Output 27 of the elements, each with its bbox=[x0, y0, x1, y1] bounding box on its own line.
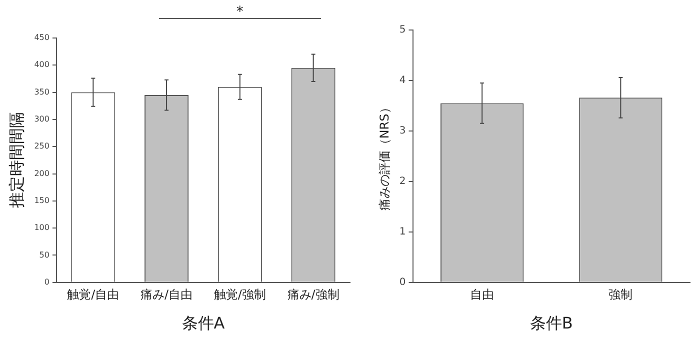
text: * bbox=[235, 4, 244, 20]
y-tick-label: 350 bbox=[34, 87, 50, 96]
x-tick-label: 自由 bbox=[470, 288, 494, 302]
y-tick-label: 450 bbox=[34, 33, 50, 42]
x-tick-label: 触覚/強制 bbox=[214, 288, 266, 302]
x-tick-label: 痛み/自由 bbox=[140, 288, 193, 302]
y-tick-label: 300 bbox=[34, 114, 50, 124]
x-axis-title: 条件B bbox=[530, 314, 573, 333]
y-tick-label: 3 bbox=[399, 126, 406, 137]
y-axis-title: 推定時間間隔 bbox=[6, 112, 26, 208]
y-tick-label: 1 bbox=[399, 226, 406, 238]
x-axis-title: 条件A bbox=[182, 314, 225, 333]
y-tick-label: 200 bbox=[34, 168, 50, 178]
y-tick-label: 50 bbox=[39, 250, 50, 260]
y-tick-label: 400 bbox=[34, 60, 50, 70]
y-tick-label: 5 bbox=[399, 24, 406, 36]
y-tick-label: 250 bbox=[34, 142, 50, 151]
y-tick-label: 2 bbox=[399, 176, 406, 188]
y-tick-label: 150 bbox=[34, 196, 50, 206]
y-tick-label: 0 bbox=[44, 277, 50, 286]
y-tick-label: 0 bbox=[399, 276, 406, 288]
y-tick-label: 4 bbox=[399, 75, 406, 86]
x-tick-label: 触覚/自由 bbox=[67, 288, 120, 302]
y-tick-label: 100 bbox=[34, 223, 50, 232]
x-tick-label: 痛み/強制 bbox=[287, 288, 340, 302]
x-tick-label: 強制 bbox=[608, 288, 633, 302]
y-axis-title: 痛みの評価（NRS） bbox=[377, 102, 392, 211]
